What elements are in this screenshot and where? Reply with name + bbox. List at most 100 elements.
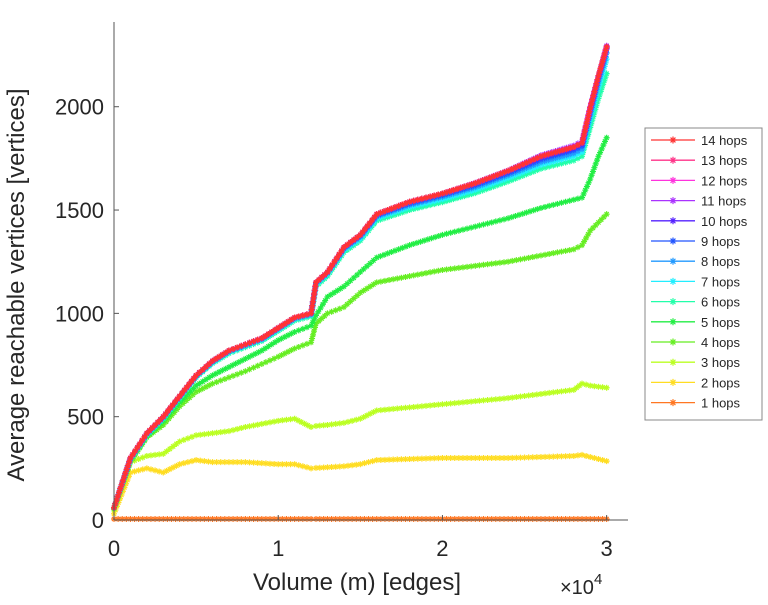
data-point-marker xyxy=(597,149,604,156)
y-axis-label: Average reachable vertices [vertices] xyxy=(3,88,30,481)
data-point-marker xyxy=(281,350,288,357)
y-tick-label: 0 xyxy=(92,508,104,533)
data-point-marker xyxy=(386,277,393,284)
data-point-marker xyxy=(599,457,606,464)
data-point-marker xyxy=(122,480,129,487)
data-point-marker xyxy=(271,355,278,362)
data-point-marker xyxy=(537,252,544,259)
data-point-marker xyxy=(583,515,590,522)
data-point-marker xyxy=(587,176,594,183)
data-point-marker xyxy=(512,175,519,182)
data-point-marker xyxy=(225,364,232,371)
data-point-marker xyxy=(238,342,245,349)
data-point-marker xyxy=(402,456,409,463)
data-point-marker xyxy=(402,404,409,411)
data-point-marker xyxy=(197,457,204,464)
data-point-marker xyxy=(139,515,146,522)
data-point-marker xyxy=(141,433,148,440)
data-point-marker xyxy=(554,200,561,207)
data-point-marker xyxy=(562,159,569,166)
data-point-marker xyxy=(360,266,367,273)
data-point-marker xyxy=(546,250,553,257)
legend-item: 1 hops xyxy=(651,396,741,411)
data-point-marker xyxy=(418,455,425,462)
data-point-marker xyxy=(196,380,203,387)
data-point-marker xyxy=(329,261,336,268)
data-point-marker xyxy=(267,357,274,364)
data-point-marker xyxy=(480,221,487,228)
data-point-marker xyxy=(336,463,343,470)
data-point-marker xyxy=(238,515,245,522)
y-tick-label: 1000 xyxy=(55,301,104,326)
data-point-marker xyxy=(566,154,573,161)
data-point-marker xyxy=(450,196,457,203)
data-point-marker xyxy=(558,199,565,206)
data-point-marker xyxy=(312,312,319,319)
data-point-marker xyxy=(563,152,570,159)
data-point-marker xyxy=(464,455,471,462)
data-point-marker xyxy=(119,477,126,484)
data-point-marker xyxy=(184,515,191,522)
data-point-marker xyxy=(588,172,595,179)
data-point-marker xyxy=(475,188,482,195)
data-point-marker xyxy=(585,112,592,119)
data-point-marker xyxy=(597,88,604,95)
data-point-marker xyxy=(309,298,316,305)
data-point-marker xyxy=(414,196,421,203)
data-point-marker xyxy=(316,515,323,522)
data-point-marker xyxy=(229,362,236,369)
data-point-marker xyxy=(457,194,464,201)
data-point-marker xyxy=(459,264,466,271)
data-point-marker xyxy=(589,224,596,231)
data-point-marker xyxy=(347,239,354,246)
data-point-marker xyxy=(279,461,286,468)
data-point-marker xyxy=(324,293,331,300)
data-point-marker xyxy=(347,298,354,305)
data-point-marker xyxy=(669,358,677,366)
data-point-marker xyxy=(669,277,677,285)
data-point-marker xyxy=(669,378,677,386)
data-point-marker xyxy=(459,515,466,522)
data-point-marker xyxy=(402,515,409,522)
data-point-marker xyxy=(479,177,486,184)
data-point-marker xyxy=(267,460,274,467)
data-point-marker xyxy=(402,200,409,207)
data-point-marker xyxy=(501,455,508,462)
data-point-marker xyxy=(312,422,319,429)
data-point-marker xyxy=(601,51,608,58)
data-point-marker xyxy=(156,468,163,475)
data-point-marker xyxy=(326,265,333,272)
data-point-marker xyxy=(209,357,216,364)
data-point-marker xyxy=(669,338,677,346)
data-point-marker xyxy=(390,405,397,412)
data-point-marker xyxy=(129,451,136,458)
data-point-marker xyxy=(242,515,249,522)
data-point-marker xyxy=(209,515,216,522)
data-point-marker xyxy=(213,459,220,466)
data-point-marker xyxy=(443,455,450,462)
data-point-marker xyxy=(189,433,196,440)
data-point-marker xyxy=(384,250,391,257)
data-point-marker xyxy=(156,515,163,522)
data-point-marker xyxy=(472,455,479,462)
data-point-marker xyxy=(115,515,122,522)
data-point-marker xyxy=(497,170,504,177)
data-point-marker xyxy=(594,157,601,164)
data-point-marker xyxy=(534,206,541,213)
data-point-marker xyxy=(603,211,610,218)
data-point-marker xyxy=(354,292,361,299)
data-point-marker xyxy=(384,207,391,214)
data-point-marker xyxy=(135,456,142,463)
data-point-marker xyxy=(592,84,599,91)
data-point-marker xyxy=(287,461,294,468)
data-point-marker xyxy=(562,198,569,205)
data-point-marker xyxy=(525,454,532,461)
data-point-marker xyxy=(394,275,401,282)
data-point-marker xyxy=(246,339,253,346)
data-point-marker xyxy=(369,217,376,224)
data-point-marker xyxy=(586,108,593,115)
data-point-marker xyxy=(285,318,292,325)
data-point-marker xyxy=(127,469,134,476)
data-point-marker xyxy=(317,304,324,311)
data-point-marker xyxy=(166,445,173,452)
